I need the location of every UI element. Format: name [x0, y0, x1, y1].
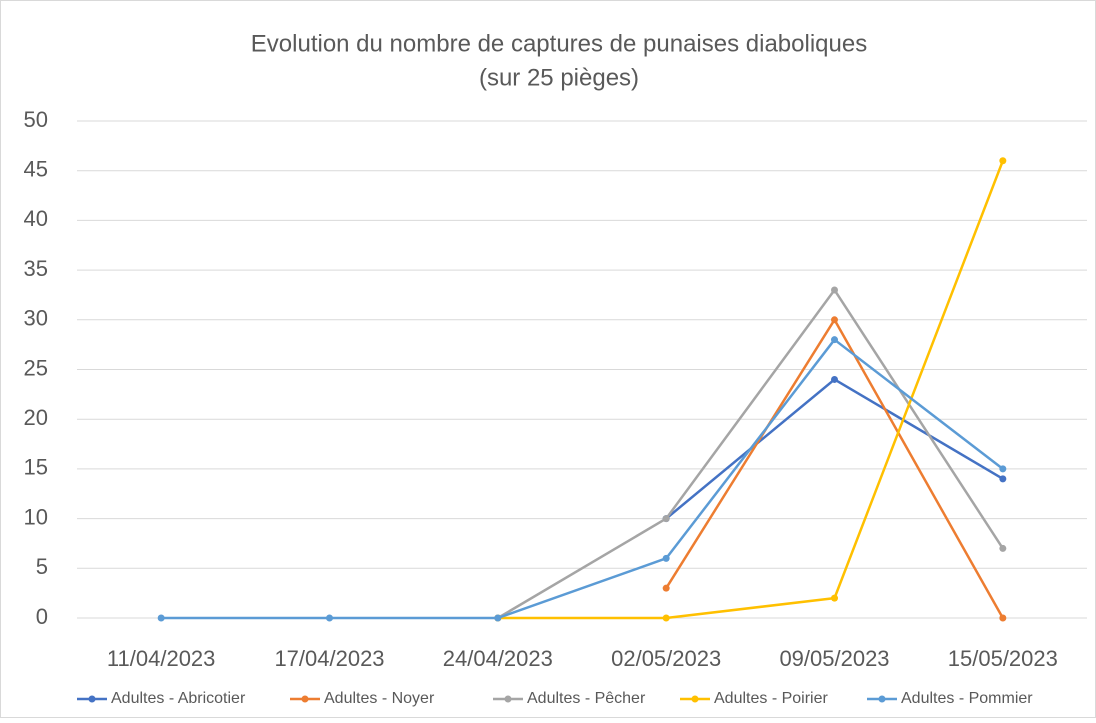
y-tick-label: 20 [24, 405, 48, 430]
y-tick-label: 15 [24, 455, 48, 480]
legend-marker [88, 695, 96, 703]
y-tick-label: 50 [24, 107, 48, 132]
data-point [999, 614, 1007, 622]
legend-label: Adultes - Poirier [714, 690, 828, 707]
chart-title: Evolution du nombre de captures de punai… [251, 30, 867, 57]
data-point [662, 614, 670, 622]
data-point [157, 614, 165, 622]
data-point [999, 157, 1007, 165]
data-point [326, 614, 333, 622]
legend-marker [301, 695, 309, 703]
series-line [161, 338, 1004, 620]
legend-label: Adultes - Noyer [324, 690, 435, 707]
legend-label: Adultes - Abricotier [111, 690, 246, 707]
data-point [662, 554, 670, 562]
data-point [831, 375, 838, 383]
legend-marker [878, 695, 886, 703]
data-point [999, 475, 1007, 483]
x-tick-label: 09/05/2023 [779, 646, 889, 671]
x-tick-label: 17/04/2023 [274, 646, 384, 671]
legend-label: Adultes - Pommier [901, 690, 1033, 707]
legend-marker [691, 695, 699, 703]
legend-label: Adultes - Pêcher [527, 690, 646, 707]
series-line [497, 160, 1004, 620]
data-point [662, 584, 670, 592]
data-point [831, 336, 838, 344]
chart-subtitle: (sur 25 pièges) [479, 64, 639, 91]
y-tick-label: 25 [24, 355, 48, 380]
data-point [494, 614, 502, 622]
x-tick-label: 11/04/2023 [107, 646, 215, 671]
y-tick-label: 30 [24, 306, 48, 331]
y-tick-label: 40 [24, 206, 48, 231]
y-tick-label: 35 [24, 256, 48, 281]
series-line [497, 288, 1004, 620]
data-point [999, 465, 1007, 473]
y-tick-label: 10 [24, 504, 48, 529]
x-tick-label: 15/05/2023 [948, 646, 1058, 671]
legend-marker [504, 695, 512, 703]
data-point [999, 544, 1007, 552]
data-point [831, 316, 838, 324]
y-tick-label: 0 [36, 604, 48, 629]
data-point [831, 594, 838, 602]
data-point [831, 286, 838, 294]
y-tick-label: 5 [36, 554, 48, 579]
data-point [662, 515, 670, 523]
x-tick-label: 02/05/2023 [611, 646, 721, 671]
y-tick-label: 45 [24, 157, 48, 182]
x-tick-label: 24/04/2023 [443, 646, 553, 671]
